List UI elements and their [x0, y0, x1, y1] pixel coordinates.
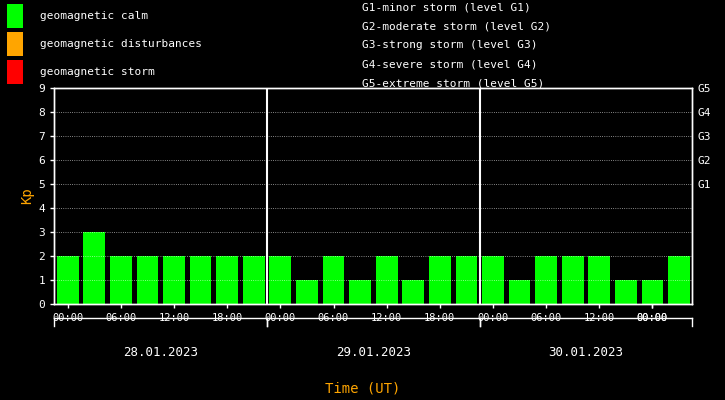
- Text: 28.01.2023: 28.01.2023: [123, 346, 198, 358]
- Bar: [615, 280, 637, 304]
- Text: geomagnetic disturbances: geomagnetic disturbances: [40, 39, 202, 49]
- Bar: [562, 256, 584, 304]
- Text: Time (UT): Time (UT): [325, 382, 400, 396]
- Bar: [509, 280, 531, 304]
- Bar: [482, 256, 504, 304]
- Text: G5-extreme storm (level G5): G5-extreme storm (level G5): [362, 78, 544, 88]
- Bar: [190, 256, 212, 304]
- Bar: [7, 32, 23, 56]
- Bar: [216, 256, 238, 304]
- Y-axis label: Kp: Kp: [20, 188, 34, 204]
- Text: G4-severe storm (level G4): G4-severe storm (level G4): [362, 59, 538, 69]
- Bar: [83, 232, 105, 304]
- Bar: [323, 256, 344, 304]
- Bar: [535, 256, 557, 304]
- Text: geomagnetic calm: geomagnetic calm: [40, 11, 148, 21]
- Bar: [429, 256, 451, 304]
- Bar: [136, 256, 158, 304]
- Text: G2-moderate storm (level G2): G2-moderate storm (level G2): [362, 22, 552, 32]
- Text: geomagnetic storm: geomagnetic storm: [40, 67, 154, 77]
- Bar: [243, 256, 265, 304]
- Bar: [296, 280, 318, 304]
- Bar: [163, 256, 185, 304]
- Text: 29.01.2023: 29.01.2023: [336, 346, 411, 358]
- Bar: [402, 280, 424, 304]
- Text: G1-minor storm (level G1): G1-minor storm (level G1): [362, 3, 531, 13]
- Bar: [455, 256, 477, 304]
- Bar: [668, 256, 690, 304]
- Text: 30.01.2023: 30.01.2023: [549, 346, 624, 358]
- Bar: [110, 256, 132, 304]
- Bar: [270, 256, 291, 304]
- Bar: [589, 256, 610, 304]
- Bar: [57, 256, 78, 304]
- Bar: [349, 280, 371, 304]
- Bar: [7, 4, 23, 28]
- Bar: [376, 256, 397, 304]
- Text: G3-strong storm (level G3): G3-strong storm (level G3): [362, 40, 538, 50]
- Bar: [7, 60, 23, 84]
- Bar: [642, 280, 663, 304]
